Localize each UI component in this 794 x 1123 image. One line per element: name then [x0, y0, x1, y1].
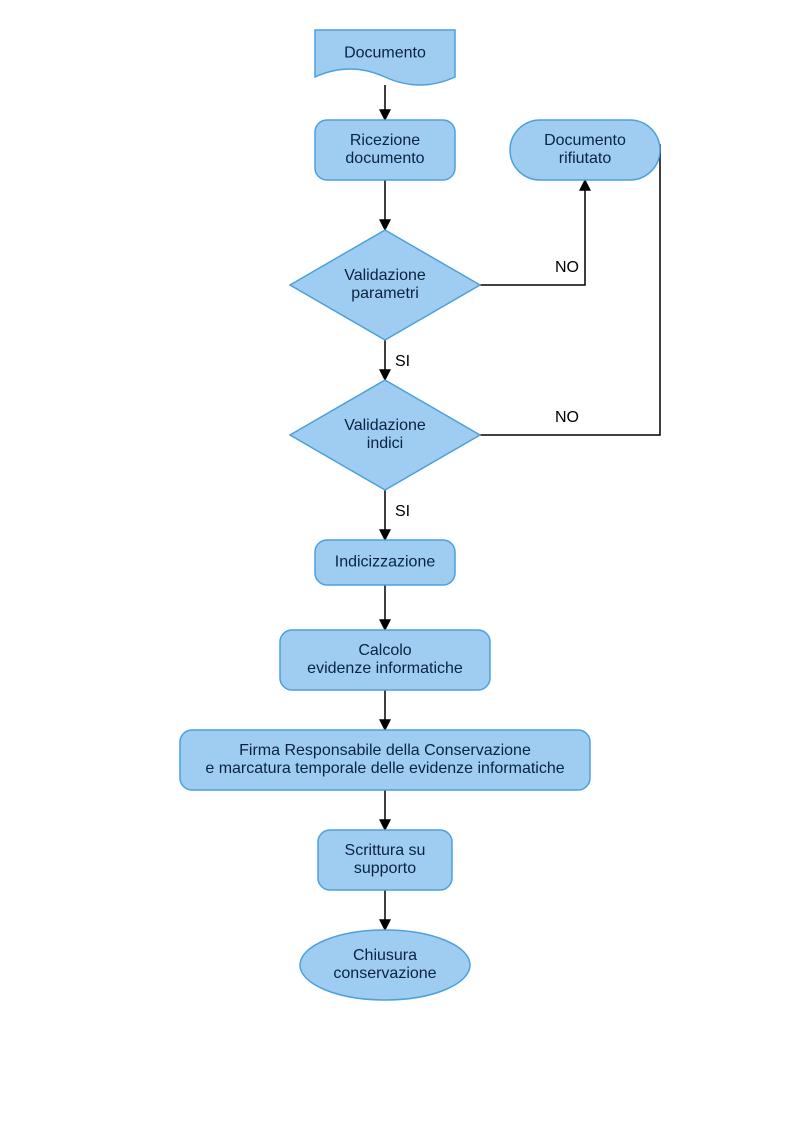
node-calcolo: Calcoloevidenze informatiche — [280, 630, 490, 690]
node-rifiutato-label-line-0: Documento — [544, 132, 626, 149]
node-rifiutato: Documentorifiutato — [510, 120, 660, 180]
node-firma-label-line-0: Firma Responsabile della Conservazione — [239, 742, 531, 759]
node-calcolo-label-line-1: evidenze informatiche — [307, 660, 463, 677]
edge-valid_indici-rifiutato — [480, 150, 660, 435]
node-scrittura-label-line-0: Scrittura su — [345, 842, 426, 859]
node-chiusura-label-line-0: Chiusura — [353, 947, 417, 964]
node-firma-label-line-1: e marcatura temporale delle evidenze inf… — [205, 760, 564, 777]
node-ricezione-label-line-1: documento — [345, 150, 424, 167]
flowchart-canvas: DocumentoRicezionedocumentoDocumentorifi… — [0, 0, 794, 1123]
node-valid_param-label-line-0: Validazione — [344, 267, 426, 284]
node-documento-label-line-0: Documento — [344, 45, 426, 62]
node-scrittura: Scrittura susupporto — [318, 830, 452, 890]
node-scrittura-label-line-1: supporto — [354, 860, 416, 877]
edge-label-valid_param-valid_indici: SI — [395, 353, 410, 370]
node-indicizzazione-label-line-0: Indicizzazione — [335, 554, 436, 571]
node-ricezione: Ricezionedocumento — [315, 120, 455, 180]
node-firma: Firma Responsabile della Conservazionee … — [180, 730, 590, 790]
node-valid_param: Validazioneparametri — [290, 230, 480, 340]
node-valid_indici: Validazioneindici — [290, 380, 480, 490]
node-valid_indici-label-line-1: indici — [367, 435, 403, 452]
node-calcolo-label-line-0: Calcolo — [358, 642, 411, 659]
node-ricezione-label-line-0: Ricezione — [350, 132, 420, 149]
node-rifiutato-label-line-1: rifiutato — [559, 150, 612, 167]
node-valid_indici-label-line-0: Validazione — [344, 417, 426, 434]
node-valid_param-label-line-1: parametri — [351, 285, 419, 302]
edge-label-valid_indici-rifiutato: NO — [555, 409, 579, 426]
edge-label-valid_param-rifiutato: NO — [555, 259, 579, 276]
node-chiusura: Chiusuraconservazione — [300, 930, 470, 1000]
node-chiusura-label-line-1: conservazione — [333, 965, 436, 982]
node-documento: Documento — [315, 30, 455, 85]
edge-label-valid_indici-indicizzazione: SI — [395, 503, 410, 520]
node-indicizzazione: Indicizzazione — [315, 540, 455, 585]
